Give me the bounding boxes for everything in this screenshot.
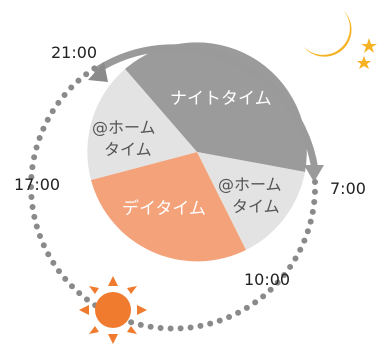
label-home-time-right-line1: @ホーム	[218, 175, 282, 194]
night-arrow-head	[304, 165, 324, 182]
moon-icon	[303, 10, 352, 57]
time-label-2100: 21:00	[51, 43, 97, 62]
label-home-time-left-line1: @ホーム	[92, 118, 156, 137]
moon-with-stars-icon	[303, 10, 377, 69]
segment-home-time-left	[87, 69, 197, 180]
star-icon	[361, 38, 377, 53]
label-day-time: デイタイム	[122, 198, 206, 219]
time-label-1700: 17:00	[14, 175, 60, 194]
time-label-1000: 10:00	[244, 270, 290, 289]
night-arrow-arc	[93, 44, 319, 174]
segment-day-time	[91, 152, 246, 262]
label-home-time-right-line2: タイム	[232, 197, 280, 216]
sun-icon	[79, 276, 147, 344]
star-icon	[357, 56, 371, 69]
segment-home-time-right	[197, 152, 305, 250]
dotted-arrow-head	[88, 62, 108, 82]
label-home-time-left-line2: タイム	[104, 140, 152, 159]
label-night-time: ナイトタイム	[170, 89, 272, 109]
time-label-0700: 7:00	[330, 179, 366, 198]
